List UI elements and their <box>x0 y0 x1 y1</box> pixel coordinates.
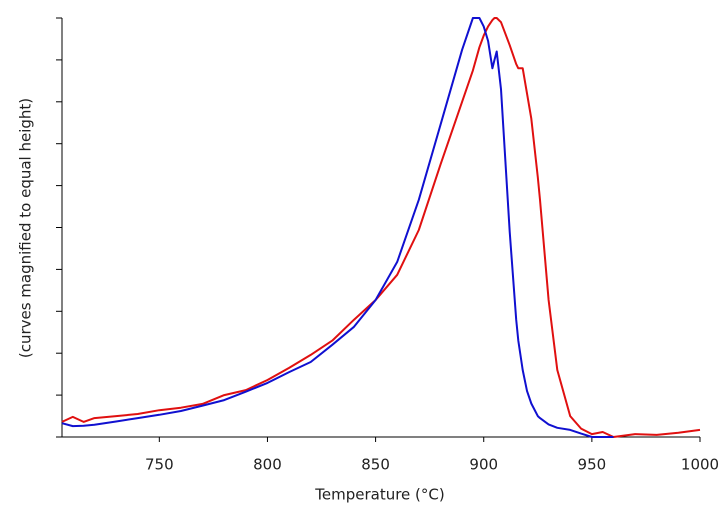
x-tick-label: 750 <box>145 456 174 474</box>
x-tick-label: 800 <box>253 456 282 474</box>
y-axis-label: (curves magnified to equal height) <box>17 98 35 358</box>
x-tick-label: 850 <box>361 456 390 474</box>
line-series <box>61 17 701 438</box>
x-axis-label: Temperature (°C) <box>314 486 444 504</box>
x-tick-label: 950 <box>578 456 607 474</box>
line-series <box>61 17 614 438</box>
x-tick-label: 1000 <box>681 456 719 474</box>
x-tick-label: 900 <box>469 456 498 474</box>
